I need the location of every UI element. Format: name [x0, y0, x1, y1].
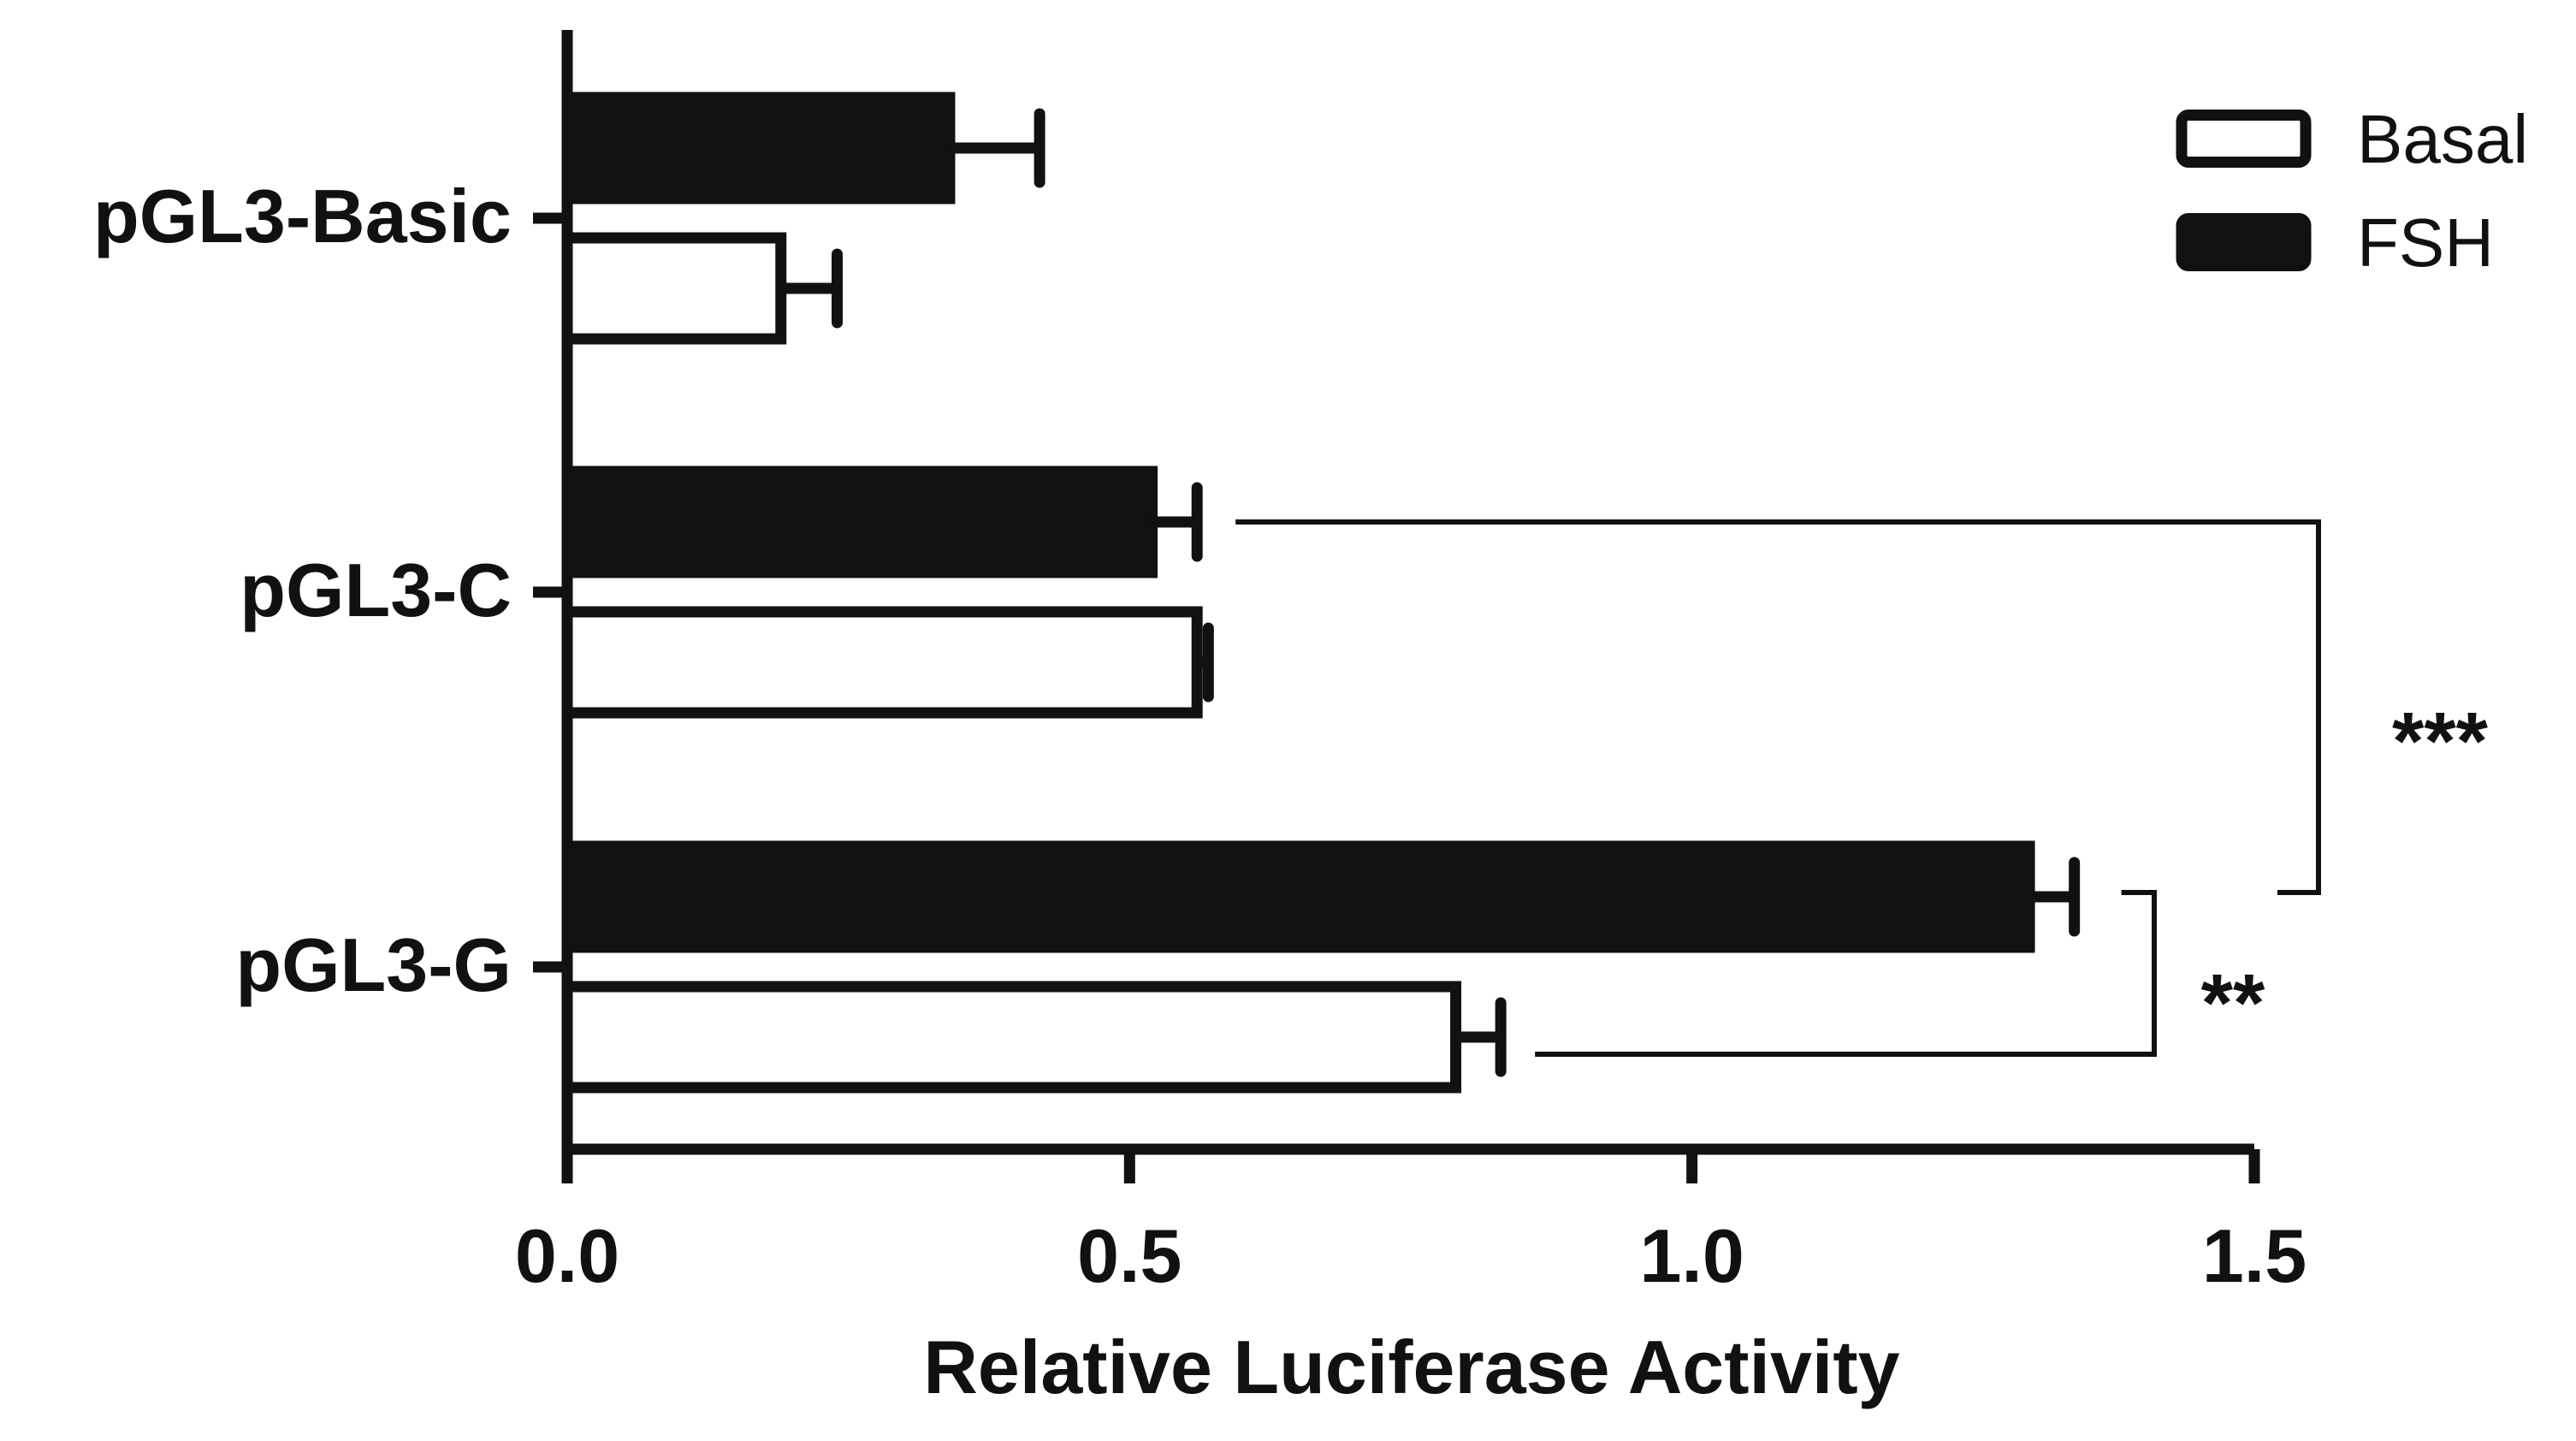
bar-pgl3-c-basal — [561, 606, 1203, 719]
significance-bracket-triple — [1235, 519, 2321, 895]
x-tick-label-0: 0.0 — [515, 1213, 619, 1298]
legend-label-fsh: FSH — [2357, 205, 2494, 281]
bar-pgl3-basic-fsh — [561, 92, 956, 205]
y-tick-label-1: pGL3-C — [240, 548, 512, 632]
bar-pgl3-g-fsh — [561, 840, 2035, 953]
x-tick-label-1: 0.5 — [1077, 1213, 1181, 1298]
legend-swatch-basal — [2176, 110, 2312, 168]
x-axis-title: Relative Luciferase Activity — [923, 1325, 1899, 1409]
x-tick-label-2: 1.0 — [1639, 1213, 1744, 1298]
legend-label-basal: Basal — [2357, 101, 2528, 177]
error-bars-layer — [780, 108, 2081, 1077]
bar-pgl3-c-fsh — [561, 466, 1158, 578]
y-tick-label-2: pGL3-G — [235, 922, 512, 1007]
significance-label-double: ** — [2201, 958, 2265, 1049]
bars-layer — [561, 92, 2035, 1094]
bar-pgl3-basic-basal — [561, 232, 787, 345]
significance-label-triple: *** — [2392, 696, 2489, 787]
legend-swatch-fsh — [2176, 213, 2312, 271]
significance-layer: ***** — [1235, 519, 2489, 1057]
axes-layer: pGL3-Basic pGL3-C pGL3-G 0.0 0.5 1.0 1.5 — [93, 30, 2307, 1298]
y-tick-label-0: pGL3-Basic — [93, 174, 512, 258]
bar-pgl3-g-basal — [561, 981, 1462, 1094]
x-tick-label-3: 1.5 — [2202, 1213, 2307, 1298]
legend: Basal FSH — [2176, 101, 2528, 281]
significance-bracket-double — [1535, 890, 2157, 1057]
